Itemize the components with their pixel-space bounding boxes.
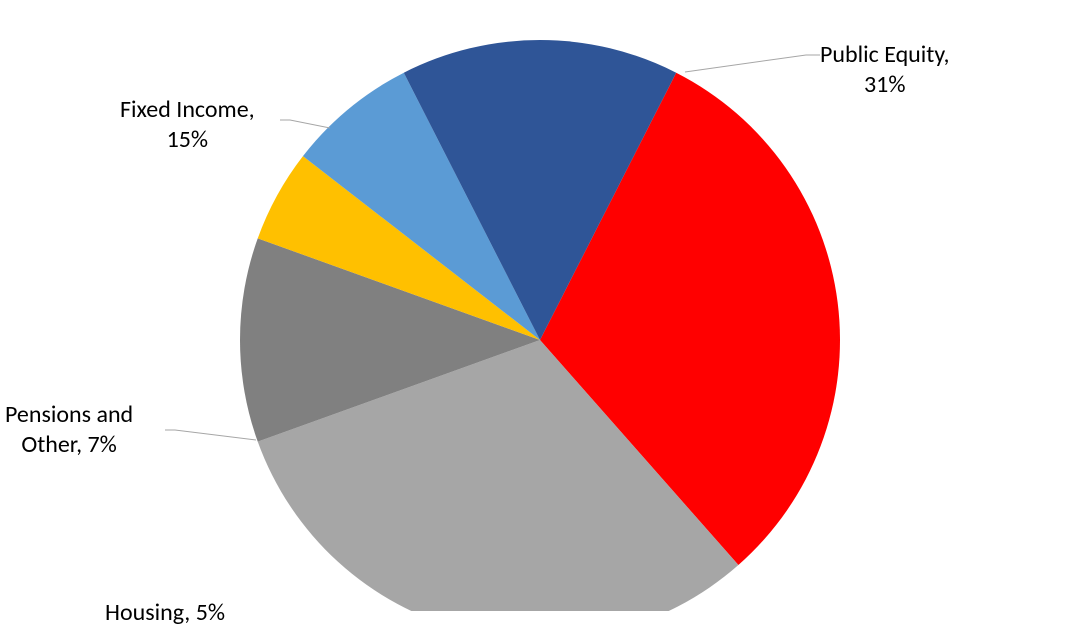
label-fixed-income: Fixed Income, 15% [120,95,255,155]
label-pensions-and-other: Pensions and Other, 7% [5,400,133,460]
label-public-equity: Public Equity, 31% [820,40,949,100]
label-housing: Housing, 5% [105,598,225,628]
pie-chart: Public Equity, 31% Housing, 5% Pensions … [0,0,1086,611]
